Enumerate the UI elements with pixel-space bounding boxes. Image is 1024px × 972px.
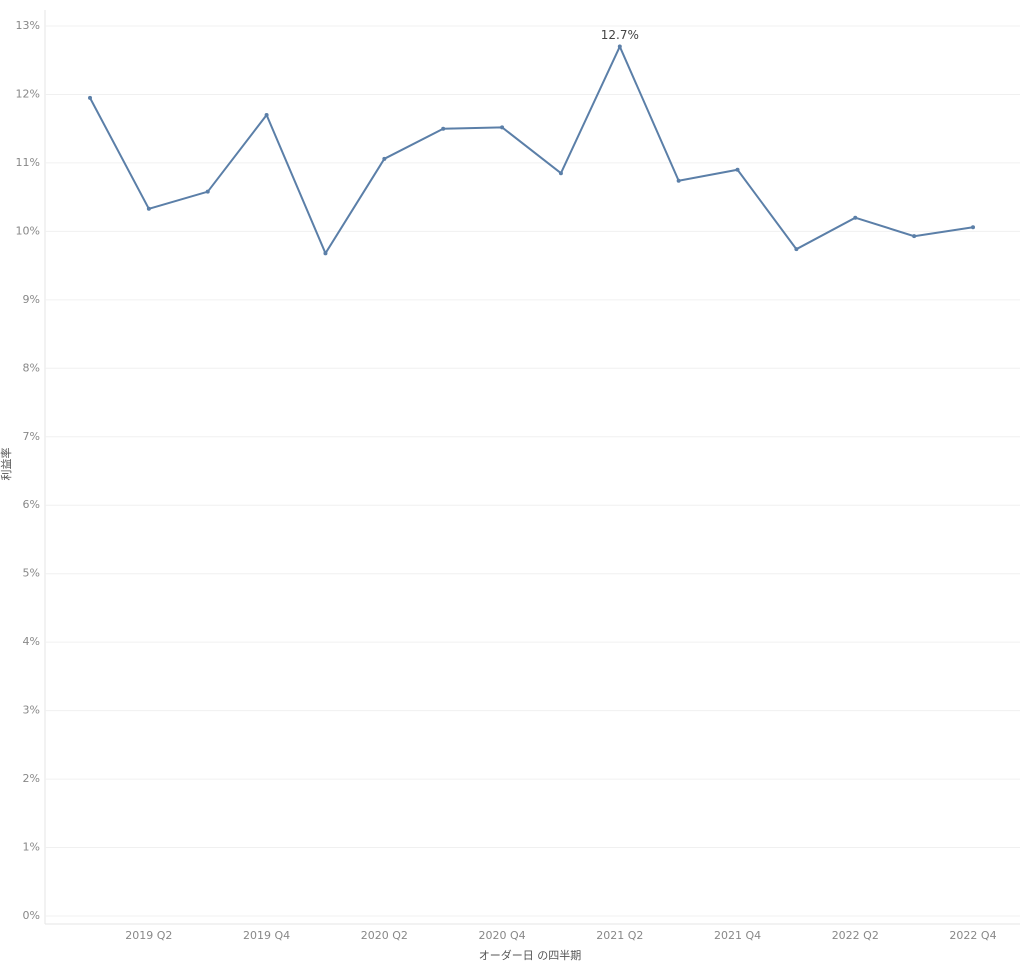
point bbox=[500, 125, 505, 130]
x-tick-label: 2020 Q2 bbox=[361, 929, 408, 942]
value-label: 12.7% bbox=[601, 28, 639, 42]
point bbox=[88, 95, 92, 100]
point bbox=[794, 247, 799, 252]
point bbox=[912, 234, 917, 239]
point bbox=[558, 171, 563, 176]
point bbox=[735, 167, 740, 172]
x-tick-label: 2019 Q4 bbox=[243, 929, 290, 942]
y-tick-label: 10% bbox=[16, 224, 40, 237]
line bbox=[89, 44, 974, 256]
y-tick-label: 13% bbox=[16, 19, 40, 32]
point bbox=[676, 178, 681, 183]
point bbox=[323, 251, 328, 256]
point bbox=[382, 156, 387, 161]
x-tick-label: 2019 Q2 bbox=[125, 929, 172, 942]
y-tick-label: 6% bbox=[23, 498, 40, 511]
y-tick-label: 2% bbox=[23, 772, 40, 785]
x-tick-label: 2020 Q4 bbox=[478, 929, 525, 942]
y-axis-title: 利益率 bbox=[0, 448, 13, 481]
y-tick-label: 1% bbox=[23, 841, 40, 854]
x-tick-label: 2022 Q2 bbox=[832, 929, 879, 942]
x-tick-label: 2021 Q4 bbox=[714, 929, 761, 942]
x-tick-label: 2022 Q4 bbox=[949, 929, 996, 942]
y-tick-label: 9% bbox=[23, 293, 40, 306]
point bbox=[205, 189, 210, 194]
y-tick-label: 12% bbox=[16, 87, 40, 100]
point bbox=[617, 44, 622, 49]
y-tick-label: 8% bbox=[23, 361, 40, 374]
y-tick-label: 5% bbox=[23, 567, 40, 580]
y-tick-label: 7% bbox=[23, 430, 40, 443]
point bbox=[441, 126, 446, 131]
x-tick-label: 2021 Q2 bbox=[596, 929, 643, 942]
point bbox=[264, 113, 269, 117]
point bbox=[971, 225, 975, 230]
y-tick-label: 11% bbox=[16, 156, 40, 169]
y-tick-label: 4% bbox=[23, 635, 40, 648]
point bbox=[146, 206, 151, 211]
point bbox=[853, 215, 858, 220]
y-tick-label: 0% bbox=[23, 909, 40, 922]
y-tick-label: 3% bbox=[23, 704, 40, 717]
x-axis-title: オーダー日 の四半期 bbox=[479, 948, 582, 962]
